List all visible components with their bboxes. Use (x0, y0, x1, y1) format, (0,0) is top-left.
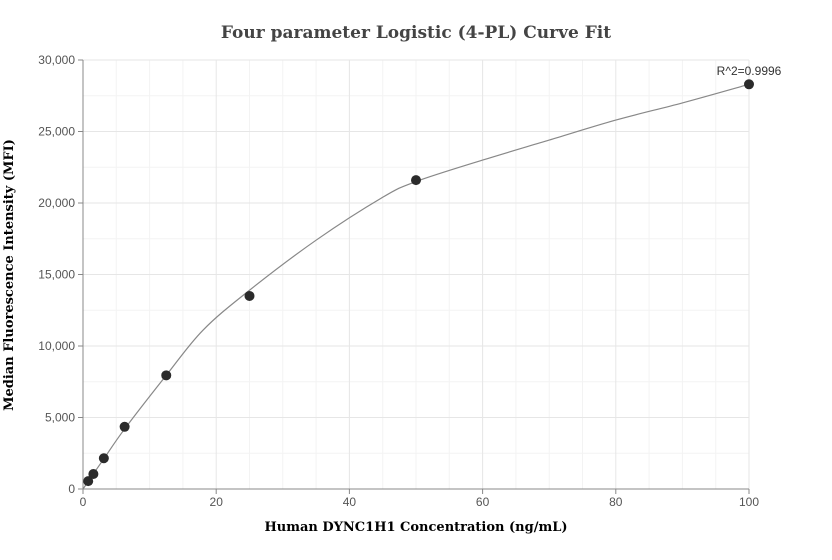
y-tick-label: 20,000 (38, 196, 75, 210)
r-squared-annotation: R^2=0.9996 (717, 64, 782, 78)
data-point (744, 79, 754, 90)
data-point (411, 175, 421, 186)
data-point (119, 421, 130, 432)
y-tick-label: 30,000 (38, 53, 75, 67)
x-tick-label: 40 (343, 495, 357, 509)
y-tick-label: 15,000 (38, 268, 75, 282)
data-point (98, 453, 109, 464)
x-tick-label: 80 (609, 495, 623, 509)
grid (83, 59, 750, 489)
x-tick-label: 0 (80, 495, 87, 509)
y-tick-label: 25,000 (38, 125, 75, 139)
x-tick-label: 60 (476, 495, 490, 509)
x-tick-label: 100 (739, 495, 759, 509)
x-tick-label: 20 (210, 495, 224, 509)
y-tick-label: 5,000 (45, 411, 75, 425)
y-axis-title: Median Fluorescence Intensity (MFI) (2, 139, 17, 411)
data-points (83, 79, 754, 487)
data-point (161, 370, 172, 381)
fit-curve (82, 83, 750, 490)
y-tick-label: 0 (68, 482, 75, 496)
tick-labels: 0 20 40 60 80 100 0 5,000 10,000 15,000 20,000 25,0… (38, 53, 759, 509)
x-axis-title: Human DYNC1H1 Concentration (ng/mL) (264, 520, 567, 535)
data-point (83, 476, 94, 487)
chart-title: Four parameter Logistic (4-PL) Curve Fit (221, 23, 611, 43)
axes (78, 59, 750, 494)
data-point (88, 468, 99, 479)
y-tick-label: 10,000 (38, 339, 75, 353)
data-point (244, 290, 255, 301)
